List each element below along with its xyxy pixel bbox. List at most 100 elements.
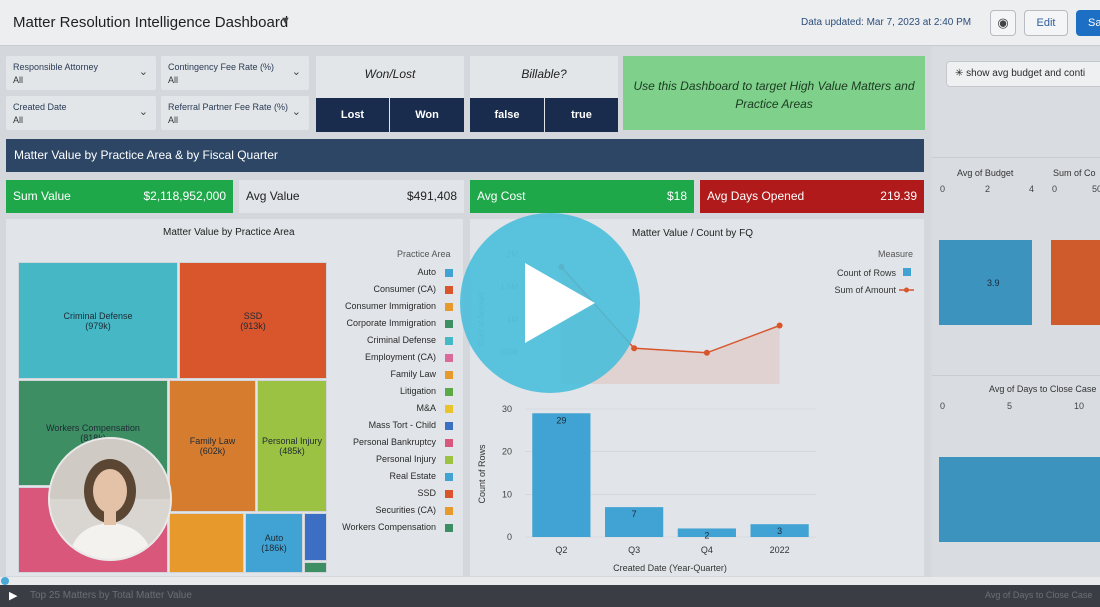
legend-item[interactable]: Auto: [417, 267, 436, 277]
dashboard-title: Matter Resolution Intelligence Dashboard: [13, 14, 289, 31]
progress-handle[interactable]: [1, 577, 9, 585]
legend-item[interactable]: Personal Injury: [375, 454, 436, 464]
axis-tick: 0: [940, 184, 946, 194]
bar-q4[interactable]: [677, 528, 736, 537]
treemap-cell-ssd[interactable]: SSD (913k): [179, 262, 327, 379]
bar-2022[interactable]: [750, 524, 809, 537]
video-progress-bar[interactable]: [0, 577, 1100, 585]
legend-item[interactable]: Consumer (CA): [373, 284, 436, 294]
treemap-cell-family-law[interactable]: Family Law (602k): [169, 380, 256, 512]
legend-item[interactable]: Family Law: [390, 369, 436, 379]
video-play-button[interactable]: [460, 213, 640, 393]
treemap-title: Matter Value by Practice Area: [163, 227, 295, 238]
top-bar: Matter Resolution Intelligence Dashboard…: [0, 0, 1100, 46]
legend-item[interactable]: Litigation: [399, 386, 436, 396]
chart-title: Matter Value / Count by FQ: [632, 228, 753, 239]
kpi-value: $18: [666, 189, 687, 203]
cell-value: (979k): [85, 320, 111, 331]
bar-q2[interactable]: [532, 413, 591, 537]
divider: [932, 375, 1100, 376]
x-tick-label: Q3: [628, 545, 640, 555]
chevron-down-icon: ⌄: [291, 106, 301, 118]
show-avg-budget-button[interactable]: ✳ show avg budget and conti: [946, 61, 1100, 87]
chevron-down-icon: ⌄: [291, 66, 301, 78]
treemap-cell-corporate-immigration[interactable]: [304, 562, 327, 573]
bar-value-label: 3.9: [987, 278, 1000, 288]
filter-label: Created Date: [13, 102, 67, 112]
legend-item[interactable]: Securities (CA): [375, 505, 436, 515]
filter-responsible-attorney[interactable]: Responsible Attorney All ⌄: [6, 56, 156, 90]
kpi-label: Sum Value: [13, 189, 71, 203]
line-point: [776, 322, 783, 329]
treemap-cell-personal-injury[interactable]: Personal Injury (485k): [257, 380, 327, 512]
treemap-cell-criminal-defense[interactable]: Criminal Defense (979k): [18, 262, 178, 379]
legend-item: Count of Rows: [837, 268, 897, 278]
legend-item[interactable]: Workers Compensation: [342, 522, 436, 532]
kpi-avg-cost[interactable]: Avg Cost $18: [470, 180, 694, 213]
legend-swatch: [445, 524, 453, 532]
bar-value-label: 2: [704, 530, 709, 540]
legend-swatch: [445, 337, 453, 345]
legend-item[interactable]: Personal Bankruptcy: [352, 437, 436, 447]
filter-created-date[interactable]: Created Date All ⌄: [6, 96, 156, 130]
toggle-option-true[interactable]: true: [545, 98, 618, 132]
subscribe-icon[interactable]: ◉: [990, 10, 1016, 36]
kpi-sum-value[interactable]: Sum Value $2,118,952,000: [6, 180, 233, 213]
x-tick-label: Q2: [555, 545, 567, 555]
title-dropdown-icon[interactable]: ▼: [280, 15, 291, 27]
legend-item[interactable]: SSD: [417, 488, 436, 498]
legend-item[interactable]: Real Estate: [389, 471, 436, 481]
kpi-avg-days-opened[interactable]: Avg Days Opened 219.39: [700, 180, 924, 213]
cost-bar[interactable]: [1051, 240, 1100, 325]
legend-swatch: [445, 388, 453, 396]
legend-item[interactable]: Criminal Defense: [366, 335, 436, 345]
play-icon[interactable]: ▶: [9, 590, 18, 602]
x-tick-label: 2022: [770, 545, 790, 555]
legend-swatch: [445, 320, 453, 328]
legend-item[interactable]: Employment (CA): [364, 352, 436, 362]
chart-title: Avg of Budget: [957, 168, 1014, 178]
axis-tick: 0: [1052, 184, 1058, 194]
legend-swatch: [903, 268, 911, 276]
legend-item[interactable]: M&A: [416, 403, 436, 413]
cell-name: SSD: [243, 310, 263, 321]
legend-swatch: [445, 439, 453, 447]
legend-swatch: [445, 303, 453, 311]
legend-item[interactable]: Mass Tort - Child: [368, 420, 436, 430]
cell-value: (602k): [199, 446, 226, 456]
toggle-option-false[interactable]: false: [470, 98, 544, 132]
bar-value-label: 29: [556, 415, 566, 425]
save-button[interactable]: Sa: [1076, 10, 1100, 36]
legend-item[interactable]: Consumer Immigration: [344, 301, 436, 311]
line-point: [631, 345, 638, 352]
axis-tick: 0: [940, 401, 946, 411]
filter-contingency-fee-rate[interactable]: Contingency Fee Rate (%) All ⌄: [161, 56, 309, 90]
axis-tick: 50: [1092, 184, 1100, 194]
kpi-value: $2,118,952,000: [143, 189, 226, 203]
treemap-cell-auto[interactable]: Auto (186k): [245, 513, 303, 573]
kpi-value: 219.39: [880, 189, 917, 203]
data-updated-label: Data updated: Mar 7, 2023 at 2:40 PM: [801, 17, 972, 28]
edit-button[interactable]: Edit: [1024, 10, 1068, 36]
filter-value: All: [13, 115, 24, 125]
filter-referral-partner-fee-rate[interactable]: Referral Partner Fee Rate (%) All ⌄: [161, 96, 309, 130]
treemap-cell-mass-tort[interactable]: [304, 513, 327, 561]
bar-q3[interactable]: [605, 507, 664, 537]
toggle-option-won[interactable]: Won: [390, 98, 464, 132]
kpi-avg-value[interactable]: Avg Value $491,408: [239, 180, 464, 213]
treemap-cell-consumer-immigration[interactable]: [169, 513, 244, 573]
toggle-option-lost[interactable]: Lost: [316, 98, 389, 132]
budget-bar[interactable]: [939, 240, 1032, 325]
filter-label: Contingency Fee Rate (%): [168, 62, 275, 72]
filter-value: All: [13, 75, 24, 85]
axis-tick: 10: [1074, 401, 1085, 411]
section-header: Matter Value by Practice Area & by Fisca…: [6, 139, 924, 172]
toggle-title: Billable?: [521, 67, 567, 81]
legend-item[interactable]: Corporate Immigration: [346, 318, 436, 328]
days-to-close-bar[interactable]: [939, 457, 1100, 542]
line-point: [703, 349, 710, 356]
legend-swatch: [445, 473, 453, 481]
filter-value: All: [168, 115, 179, 125]
cell-name: Criminal Defense: [63, 310, 133, 321]
bar-value-label: 7: [632, 509, 637, 519]
